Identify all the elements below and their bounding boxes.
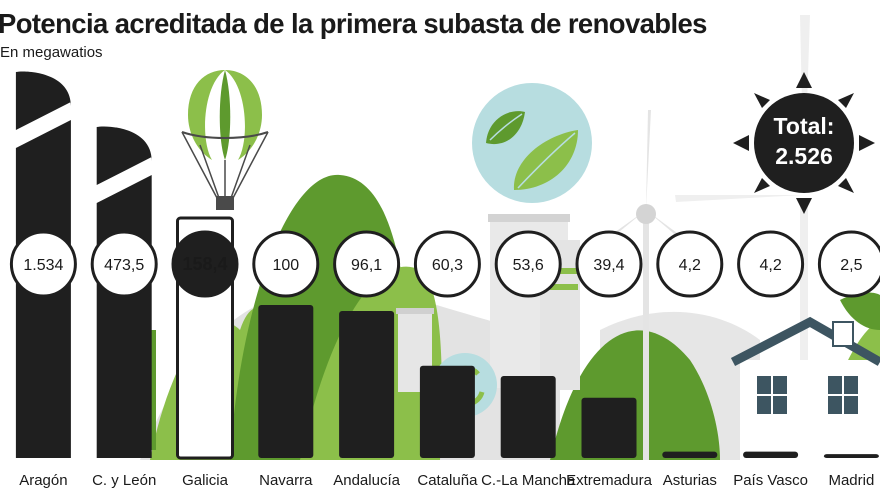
balloon-icon xyxy=(181,70,269,210)
chart-title: Potencia acreditada de la primera subast… xyxy=(0,8,707,39)
total-value: 2.526 xyxy=(775,143,833,169)
value-bubble-c-y-leon xyxy=(90,230,158,298)
bar-asturias xyxy=(662,451,718,458)
value-bubble-pais-vasco xyxy=(737,230,805,298)
tick-label-c-y-leon: C. y León xyxy=(92,472,156,489)
chart-subtitle: En megawatios xyxy=(0,44,103,61)
bar-cap-c-y-leon xyxy=(96,126,152,185)
value-bubble-extremadura xyxy=(575,230,643,298)
value-bubble-andalucia xyxy=(333,230,401,298)
value-labels: 1.534 473,5 158,4 100 96,1 60,3 53,6 39,4 4,2 4,2… xyxy=(9,230,880,298)
bar-navarra xyxy=(258,305,314,458)
sun-icon xyxy=(733,72,875,214)
value-bubble-asturias xyxy=(656,230,724,298)
tick-label-c-la-mancha: C.-La Mancha xyxy=(481,472,576,489)
tick-label-asturias: Asturias xyxy=(663,472,717,489)
value-bubble-navarra xyxy=(252,230,320,298)
category-labels: Aragón C. y León Galicia Navarra Andalucía Ca… xyxy=(19,472,874,489)
bar-c-y-leon xyxy=(96,175,152,458)
bar-pais-vasco xyxy=(743,451,799,458)
bar-cap-aragon xyxy=(15,71,71,130)
data-label-aragon: 1.534 xyxy=(23,257,63,274)
total-label: Total: xyxy=(774,113,835,139)
house-icon xyxy=(730,316,880,460)
value-bubble-cataluna xyxy=(413,230,481,298)
bar-extremadura xyxy=(581,397,637,458)
tick-label-navarra: Navarra xyxy=(259,472,313,489)
bar-c-la-mancha xyxy=(500,375,556,458)
tick-label-extremadura: Extremadura xyxy=(566,472,653,489)
data-label-andalucia: 96,1 xyxy=(351,257,382,274)
tick-label-aragon: Aragón xyxy=(19,472,67,489)
data-label-galicia: 158,4 xyxy=(182,254,227,274)
tick-label-andalucia: Andalucía xyxy=(333,472,400,489)
bar-madrid xyxy=(823,454,879,458)
bar-andalucia xyxy=(339,310,395,458)
tick-label-cataluna: Cataluña xyxy=(417,472,478,489)
data-label-c-y-leon: 473,5 xyxy=(104,257,144,274)
tick-label-galicia: Galicia xyxy=(182,472,229,489)
value-bubble-madrid xyxy=(817,230,880,298)
bar-cataluna xyxy=(419,365,475,458)
data-label-c-la-mancha: 53,6 xyxy=(513,257,544,274)
data-label-pais-vasco: 4,2 xyxy=(759,257,781,274)
data-label-navarra: 100 xyxy=(272,257,299,274)
value-bubble-galicia xyxy=(171,230,239,298)
data-label-asturias: 4,2 xyxy=(679,257,701,274)
tick-label-madrid: Madrid xyxy=(828,472,874,489)
value-bubble-c-la-mancha xyxy=(494,230,562,298)
tick-label-pais-vasco: País Vasco xyxy=(733,472,808,489)
data-label-madrid: 2,5 xyxy=(840,257,862,274)
data-label-extremadura: 39,4 xyxy=(593,257,624,274)
data-label-cataluna: 60,3 xyxy=(432,257,463,274)
value-bubble-aragon xyxy=(9,230,77,298)
leaves-icon xyxy=(472,83,592,203)
